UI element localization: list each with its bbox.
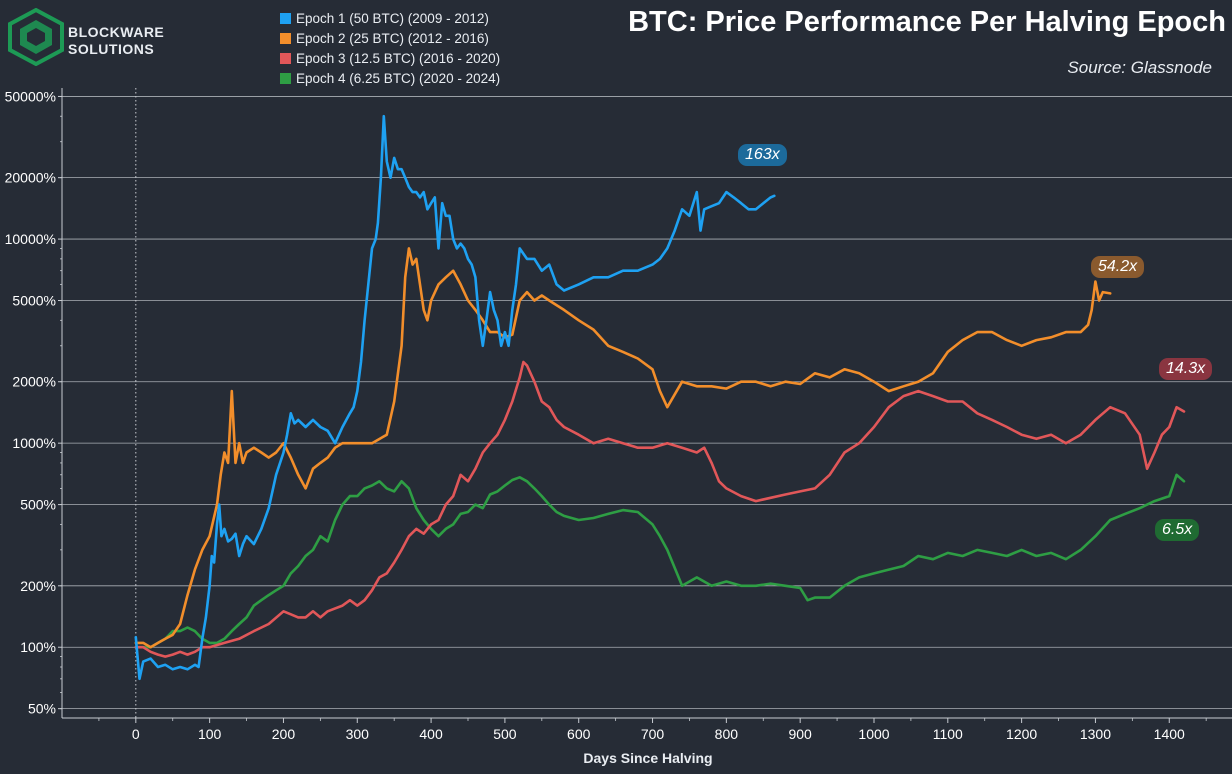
series-line-epoch2 bbox=[134, 247, 1112, 649]
series-line-epoch4 bbox=[134, 473, 1186, 649]
y-tick-label: 200% bbox=[20, 578, 56, 594]
y-tick-label: 100% bbox=[20, 639, 56, 655]
x-tick-label: 500 bbox=[493, 726, 517, 742]
annotation-epoch1-multiple: 163x bbox=[738, 144, 787, 166]
y-tick-label: 500% bbox=[20, 497, 56, 513]
x-tick-label: 100 bbox=[198, 726, 222, 742]
x-tick-label: 1000 bbox=[858, 726, 889, 742]
legend-swatch-epoch1 bbox=[280, 12, 291, 24]
x-tick-label: 0 bbox=[132, 726, 140, 742]
legend-item-epoch4: Epoch 4 (6.25 BTC) (2020 - 2024) bbox=[280, 68, 500, 88]
series-line-epoch3 bbox=[134, 360, 1186, 658]
x-tick-label: 1300 bbox=[1080, 726, 1111, 742]
x-tick-label: 1400 bbox=[1154, 726, 1185, 742]
x-tick-label: 900 bbox=[788, 726, 812, 742]
brand-name-line1: BLOCKWARE bbox=[68, 24, 165, 40]
y-tick-label: 50000% bbox=[5, 88, 56, 104]
y-tick-label: 10000% bbox=[5, 231, 56, 247]
x-tick-label: 300 bbox=[346, 726, 370, 742]
legend-label-epoch1: Epoch 1 (50 BTC) (2009 - 2012) bbox=[296, 10, 489, 26]
series-line-epoch1 bbox=[134, 114, 776, 681]
legend-label-epoch4: Epoch 4 (6.25 BTC) (2020 - 2024) bbox=[296, 70, 501, 86]
legend-item-epoch3: Epoch 3 (12.5 BTC) (2016 - 2020) bbox=[280, 48, 500, 68]
legend-swatch-epoch2 bbox=[280, 32, 291, 44]
x-tick-label: 800 bbox=[715, 726, 739, 742]
legend-item-epoch2: Epoch 2 (25 BTC) (2012 - 2016) bbox=[280, 28, 500, 48]
x-tick-label: 400 bbox=[419, 726, 443, 742]
legend-label-epoch2: Epoch 2 (25 BTC) (2012 - 2016) bbox=[296, 30, 489, 46]
annotation-epoch4-multiple: 6.5x bbox=[1155, 519, 1200, 541]
brand-name-line2: SOLUTIONS bbox=[68, 41, 155, 57]
y-tick-label: 50% bbox=[28, 701, 56, 717]
x-tick-label: 700 bbox=[641, 726, 665, 742]
legend-item-epoch1: Epoch 1 (50 BTC) (2009 - 2012) bbox=[280, 8, 500, 28]
y-tick-label: 20000% bbox=[5, 170, 56, 186]
legend-swatch-epoch4 bbox=[280, 72, 291, 84]
y-tick-label: 2000% bbox=[12, 374, 56, 390]
x-tick-label: 600 bbox=[567, 726, 591, 742]
chart-source: Source: Glassnode bbox=[1067, 58, 1212, 77]
x-tick-label: 200 bbox=[272, 726, 296, 742]
annotation-epoch2-multiple: 54.2x bbox=[1091, 256, 1145, 278]
x-tick-label: 1200 bbox=[1006, 726, 1037, 742]
y-tick-label: 5000% bbox=[12, 293, 56, 309]
legend-swatch-epoch3 bbox=[280, 52, 291, 64]
chart-title: BTC: Price Performance Per Halving Epoch bbox=[628, 6, 1226, 38]
blockware-logo bbox=[8, 8, 64, 66]
x-tick-label: 1100 bbox=[933, 726, 963, 742]
legend: Epoch 1 (50 BTC) (2009 - 2012) Epoch 2 (… bbox=[280, 8, 500, 88]
legend-label-epoch3: Epoch 3 (12.5 BTC) (2016 - 2020) bbox=[296, 50, 501, 66]
annotation-epoch3-multiple: 14.3x bbox=[1159, 358, 1213, 380]
x-axis-label: Days Since Halving bbox=[583, 750, 713, 766]
y-tick-label: 1000% bbox=[12, 435, 56, 451]
